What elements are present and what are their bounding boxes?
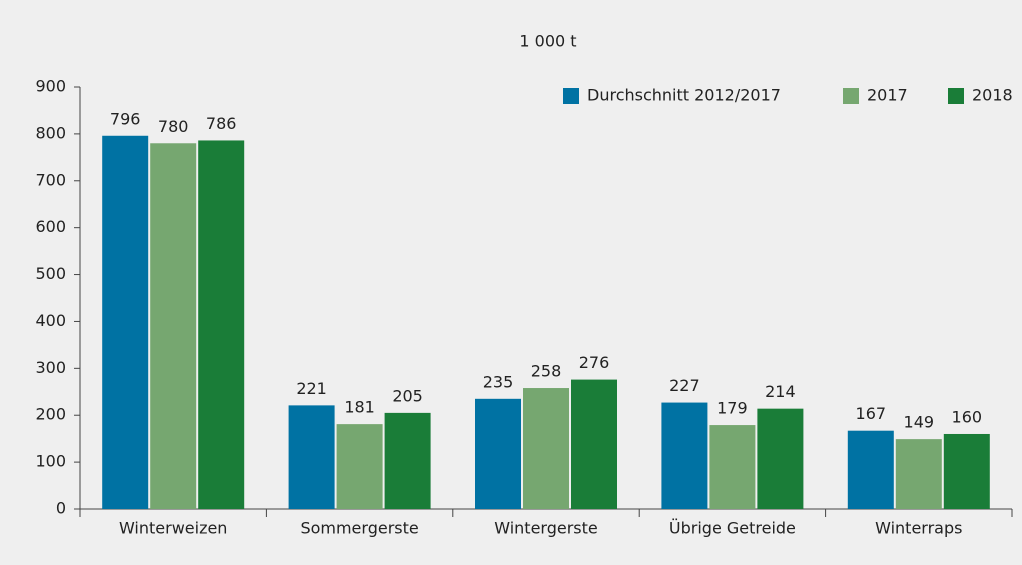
bar (709, 425, 756, 509)
bar (523, 388, 569, 509)
value-label: 167 (856, 404, 887, 423)
bar (757, 408, 804, 509)
y-tick-label: 500 (35, 264, 66, 283)
legend-swatch (843, 88, 859, 104)
legend-swatch (948, 88, 964, 104)
value-label: 160 (952, 407, 983, 426)
value-label: 235 (483, 372, 514, 391)
value-label: 796 (110, 109, 141, 128)
bar (847, 430, 894, 509)
value-label: 227 (669, 376, 700, 395)
y-tick-label: 700 (35, 170, 66, 189)
value-label: 181 (344, 398, 375, 417)
legend-label: 2018 (972, 86, 1013, 105)
y-tick-label: 900 (35, 77, 66, 96)
bar (150, 143, 197, 509)
bar (661, 402, 708, 509)
chart-title: 1 000 t (519, 32, 576, 51)
value-label: 149 (904, 413, 935, 432)
legend-swatch (563, 88, 579, 104)
x-tick-label: Winterweizen (119, 519, 228, 538)
value-label: 786 (206, 114, 237, 133)
value-label: 780 (158, 117, 189, 136)
value-label: 276 (579, 353, 610, 372)
bar (288, 405, 335, 509)
bar (384, 412, 431, 509)
y-tick-label: 0 (56, 499, 66, 518)
x-tick-label: Übrige Getreide (669, 519, 796, 538)
y-tick-label: 800 (35, 123, 66, 142)
legend-label: 2017 (867, 86, 908, 105)
x-tick-label: Winterraps (875, 519, 962, 538)
value-label: 258 (531, 362, 562, 381)
value-label: 214 (765, 382, 796, 401)
bar (336, 424, 383, 509)
y-tick-label: 200 (35, 405, 66, 424)
bar (198, 140, 245, 509)
bar (895, 439, 942, 509)
bar (943, 433, 990, 509)
y-tick-label: 600 (35, 217, 66, 236)
y-tick-label: 300 (35, 358, 66, 377)
value-label: 221 (296, 379, 327, 398)
value-label: 179 (717, 399, 748, 418)
y-tick-label: 400 (35, 311, 66, 330)
x-tick-label: Sommergerste (300, 519, 418, 538)
y-tick-label: 100 (35, 452, 66, 471)
legend-label: Durchschnitt 2012/2017 (587, 86, 781, 105)
value-label: 205 (392, 386, 423, 405)
bar (475, 398, 521, 509)
bar (102, 135, 149, 509)
bar (571, 379, 617, 509)
x-tick-label: Wintergerste (494, 519, 598, 538)
